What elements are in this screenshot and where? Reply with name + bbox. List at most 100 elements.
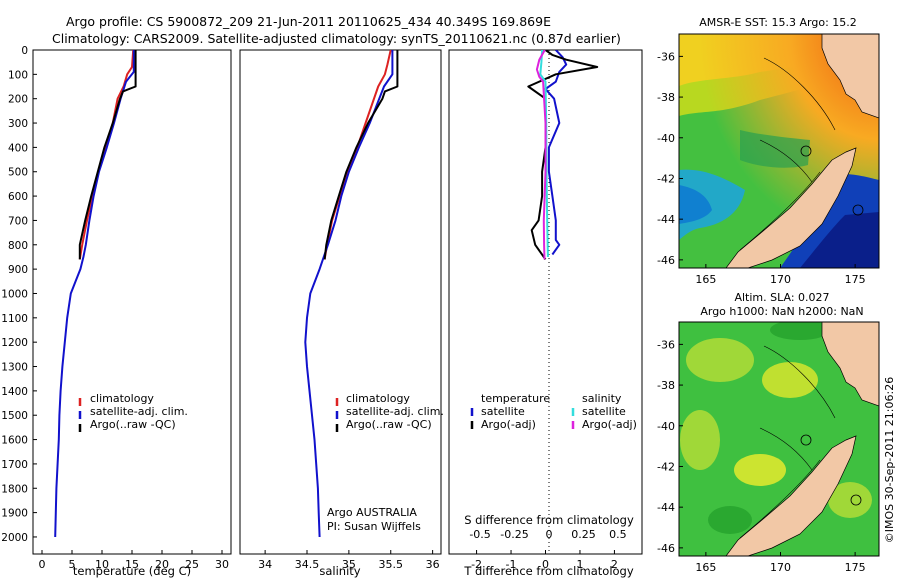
depth-tick-label: 900	[8, 264, 28, 276]
lon-tick-label: 175	[845, 561, 866, 574]
sla-patch	[734, 454, 786, 486]
x-tick-label: 36	[426, 558, 440, 571]
lat-tick-label: -42	[657, 460, 675, 473]
temperature-series	[54, 50, 137, 538]
sst-mid-patch	[740, 130, 810, 168]
depth-tick-label: 100	[8, 69, 28, 81]
s-tick-label: 0	[546, 528, 553, 541]
bathymetry-contours	[739, 57, 836, 251]
lat-tick-label: -42	[657, 172, 675, 185]
sst-coldest-patch	[800, 212, 879, 268]
legend-label-satellite-adj: satellite-adj. clim.	[90, 405, 188, 418]
sst-map-axes: 165 170 175 -36 -38 -40 -42 -44 -46	[657, 50, 866, 286]
salinity-x-axis: 34 34.5 35 35.5 36	[258, 550, 440, 571]
north-island-land	[821, 322, 879, 407]
temperature-legend: climatology satellite-adj. clim. Argo(..…	[78, 392, 188, 432]
difference-series	[527, 50, 599, 260]
depth-tick-label: 1000	[1, 288, 28, 300]
reference-circle-marker	[850, 494, 862, 506]
x-tick-label: 1	[576, 558, 583, 571]
depth-tick-label: 2000	[1, 532, 28, 544]
x-tick-label: -2	[471, 558, 482, 571]
sla-patch	[686, 338, 754, 382]
x-tick-label: 34	[258, 558, 272, 571]
sla-map: Altim. SLA: 0.027 Argo h1000: NaN h2000:…	[657, 291, 880, 574]
data-centre-label: Argo AUSTRALIA	[327, 506, 417, 519]
sst-cold-patch-west	[679, 185, 712, 224]
x-tick-label: -1	[506, 558, 517, 571]
sla-map-axes: 165 170 175 -36 -38 -40 -42 -44 -46	[657, 338, 866, 574]
depth-tick-label: 300	[8, 118, 28, 130]
t-difference-xlabel: T difference from climatology	[463, 564, 634, 578]
temperature-panel: 0100200300400500600700800900100011001200…	[1, 45, 232, 578]
north-island-land	[821, 34, 879, 119]
temperature-x-axis: 0 5 10 15 20 25 30	[39, 550, 229, 571]
depth-tick-label: 700	[8, 215, 28, 227]
t-difference-x-axis: -2 -1 0 1 2	[471, 550, 618, 571]
depth-tick-label: 600	[8, 191, 28, 203]
series-line-argo-raw-qc-	[78, 50, 137, 260]
salinity-panel: 34 34.5 35 35.5 36 salinity climatology sate…	[239, 49, 444, 578]
depth-axis: 0 100 200 300 400 500 600 700 800 900 1000 1100 1200…	[1, 45, 37, 544]
sla-patch	[680, 410, 720, 470]
lon-tick-label: 170	[770, 561, 791, 574]
legend-label-t-satellite: satellite	[481, 405, 525, 418]
difference-legend: temperature salinity satellite Argo(-adj…	[470, 392, 637, 431]
series-line-satellite-adj-clim-	[304, 50, 394, 538]
salinity-xlabel: salinity	[319, 564, 360, 578]
legend-label-argo: Argo(..raw -QC)	[346, 418, 432, 431]
sst-map-title: AMSR-E SST: 15.3 Argo: 15.2	[699, 16, 857, 29]
x-tick-label: 2	[611, 558, 618, 571]
lon-tick-label: 165	[695, 273, 716, 286]
series-line-salinity-argo-adj-	[535, 50, 547, 260]
argo-float-marker	[800, 434, 812, 446]
south-island-land	[725, 147, 857, 268]
sla-map-frame	[678, 321, 880, 557]
s-difference-label: S difference from climatology	[464, 513, 634, 527]
depth-tick-label: 200	[8, 94, 28, 106]
x-tick-label: 0	[542, 558, 549, 571]
depth-tick-label: 1200	[1, 337, 28, 349]
figure-title-line1: Argo profile: CS 5900872_209 21-Jun-2011…	[66, 14, 551, 29]
legend-label-s-argo: Argo(-adj)	[582, 418, 637, 431]
bathymetry-contours	[739, 345, 836, 539]
x-tick-label: 35.5	[379, 558, 404, 571]
figure-title-line2: Climatology: CARS2009. Satellite-adjuste…	[52, 31, 621, 46]
lat-tick-label: -36	[657, 338, 675, 351]
s-tick-label: 0.25	[571, 528, 596, 541]
x-tick-label: 34.5	[295, 558, 320, 571]
legend-label-argo: Argo(..raw -QC)	[90, 418, 176, 431]
x-tick-label: 20	[155, 558, 169, 571]
lat-tick-label: -46	[657, 542, 675, 555]
legend-label-satellite-adj: satellite-adj. clim.	[346, 405, 444, 418]
depth-tick-label: 1900	[1, 508, 28, 520]
lat-tick-label: -44	[657, 501, 675, 514]
x-tick-label: 30	[215, 558, 229, 571]
lon-tick-label: 170	[770, 273, 791, 286]
legend-header-salinity: salinity	[582, 392, 622, 405]
x-tick-label: 10	[95, 558, 109, 571]
depth-tick-label: 500	[8, 167, 28, 179]
depth-tick-label: 1100	[1, 313, 28, 325]
s-tick-label: -0.25	[500, 528, 528, 541]
depth-tick-label: 1700	[1, 459, 28, 471]
temperature-axes-box	[32, 49, 232, 555]
lat-tick-label: -38	[657, 91, 675, 104]
lat-tick-label: -46	[657, 254, 675, 267]
depth-tick-label: 1300	[1, 362, 28, 374]
sst-map: AMSR-E SST: 15.3 Argo: 15.2 165 170 175 -36…	[657, 16, 880, 286]
lat-tick-label: -40	[657, 132, 675, 145]
sst-cool-patch-west	[679, 169, 745, 240]
series-line-salinity-satellite	[539, 50, 549, 258]
sla-patch	[762, 362, 818, 398]
sla-patch	[828, 482, 872, 518]
s-tick-label: -0.5	[469, 528, 490, 541]
sst-map-frame	[678, 33, 880, 269]
reference-circle-marker	[852, 204, 864, 216]
sla-map-title-2: Argo h1000: NaN h2000: NaN	[700, 305, 863, 318]
depth-tick-label: 1400	[1, 386, 28, 398]
series-line-temperature-satellite	[544, 50, 568, 256]
legend-label-climatology: climatology	[90, 392, 154, 405]
legend-label-t-argo: Argo(-adj)	[481, 418, 536, 431]
